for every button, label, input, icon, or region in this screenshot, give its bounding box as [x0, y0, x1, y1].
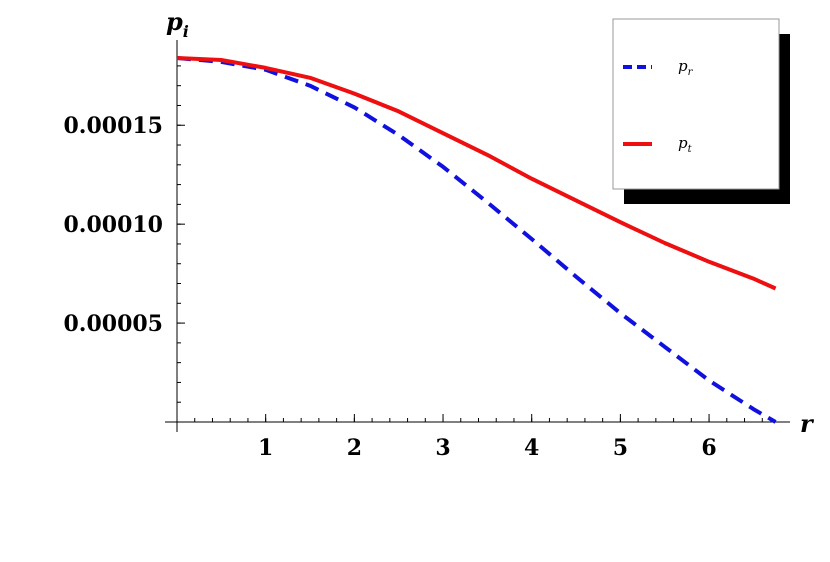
legend-label-pr-sub: r	[688, 67, 694, 78]
legend: pr pt	[612, 18, 790, 204]
x-minor-ticks	[194, 418, 763, 422]
x-tick-label: 3	[435, 435, 450, 461]
y-axis-title-main: p	[166, 7, 183, 36]
y-tick-label: 0.00010	[63, 212, 163, 238]
series-line-1	[176, 56, 777, 291]
x-axis-title: r	[800, 409, 815, 438]
legend-label-pt: pt	[678, 134, 693, 155]
x-ticks: 1 2 3 4 5 6	[258, 414, 717, 461]
legend-box	[612, 18, 780, 190]
x-tick-label: 2	[347, 435, 362, 461]
y-axis-title: pi	[166, 7, 189, 41]
axes: 1 2 3 4 5 6 0.00005 0.00010 0.00015	[63, 40, 790, 461]
legend-label-pt-main: p	[678, 134, 688, 152]
y-axis-title-sub: i	[183, 22, 189, 41]
x-tick-label: 4	[524, 435, 539, 461]
legend-label-pt-sub: t	[688, 144, 693, 155]
x-tick-label: 1	[258, 435, 273, 461]
legend-label-pr-main: p	[678, 57, 688, 75]
y-tick-label: 0.00005	[63, 311, 163, 337]
x-tick-label: 6	[701, 435, 716, 461]
series-layer	[176, 56, 777, 424]
x-tick-label: 5	[613, 435, 628, 461]
y-ticks: 0.00005 0.00010 0.00015	[63, 113, 185, 337]
legend-label-pr: pr	[678, 57, 694, 78]
y-minor-ticks	[177, 65, 181, 403]
y-tick-label: 0.00015	[63, 113, 163, 139]
